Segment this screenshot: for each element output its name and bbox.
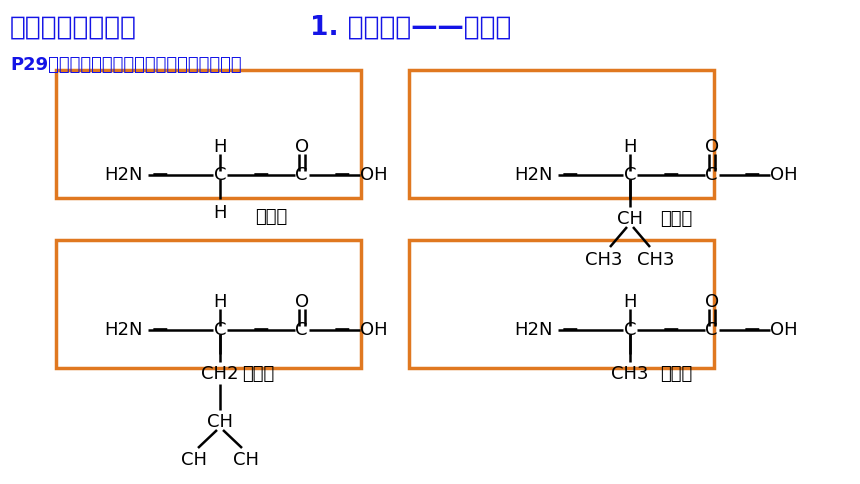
Text: −: − [333, 165, 352, 185]
Text: C: C [295, 321, 308, 339]
Text: H: H [624, 293, 636, 311]
Text: 二、蛋白质的结构: 二、蛋白质的结构 [10, 15, 137, 41]
Text: P29思考与讨论：找出下列氨基酸的共同特点: P29思考与讨论：找出下列氨基酸的共同特点 [10, 56, 242, 74]
Text: CH: CH [617, 210, 643, 228]
Text: C: C [624, 166, 636, 184]
Text: OH: OH [770, 166, 797, 184]
Text: CH3: CH3 [611, 365, 648, 383]
Text: −: − [743, 165, 762, 185]
Text: OH: OH [359, 321, 387, 339]
Text: O: O [704, 138, 719, 156]
Text: −: − [251, 165, 270, 185]
Text: H2N: H2N [515, 166, 553, 184]
Text: OH: OH [770, 321, 797, 339]
Text: H: H [213, 204, 227, 222]
Text: CH2: CH2 [201, 365, 239, 383]
Bar [408, 240, 714, 368]
Bar [56, 240, 361, 368]
Text: CH: CH [181, 451, 207, 469]
Text: 丙氨酸: 丙氨酸 [660, 365, 692, 383]
Bar [408, 70, 714, 198]
Text: C: C [214, 166, 226, 184]
Text: H2N: H2N [105, 321, 144, 339]
Text: −: − [561, 320, 580, 340]
Text: −: − [251, 320, 270, 340]
Text: H2N: H2N [515, 321, 553, 339]
Text: CH: CH [207, 413, 233, 431]
Bar [56, 70, 361, 198]
Text: C: C [624, 321, 636, 339]
Text: −: − [661, 165, 680, 185]
Text: −: − [661, 320, 680, 340]
Text: 1. 基本单位——氨基酸: 1. 基本单位——氨基酸 [310, 15, 512, 41]
Text: 缬氨酸: 缬氨酸 [660, 210, 692, 228]
Text: −: − [150, 165, 169, 185]
Text: −: − [333, 320, 352, 340]
Text: C: C [295, 166, 308, 184]
Text: −: − [150, 320, 169, 340]
Text: C: C [705, 321, 718, 339]
Text: O: O [704, 293, 719, 311]
Text: OH: OH [359, 166, 387, 184]
Text: −: − [561, 165, 580, 185]
Text: C: C [214, 321, 226, 339]
Text: O: O [294, 293, 309, 311]
Text: 甘氨酸: 甘氨酸 [255, 208, 287, 226]
Text: 亮氨酸: 亮氨酸 [242, 365, 274, 383]
Text: CH3: CH3 [586, 251, 623, 269]
Text: CH: CH [233, 451, 259, 469]
Text: H: H [213, 293, 227, 311]
Text: H: H [624, 138, 636, 156]
Text: CH3: CH3 [637, 251, 675, 269]
Text: O: O [294, 138, 309, 156]
Text: −: − [743, 320, 762, 340]
Text: H: H [213, 138, 227, 156]
Text: C: C [705, 166, 718, 184]
Text: H2N: H2N [105, 166, 144, 184]
